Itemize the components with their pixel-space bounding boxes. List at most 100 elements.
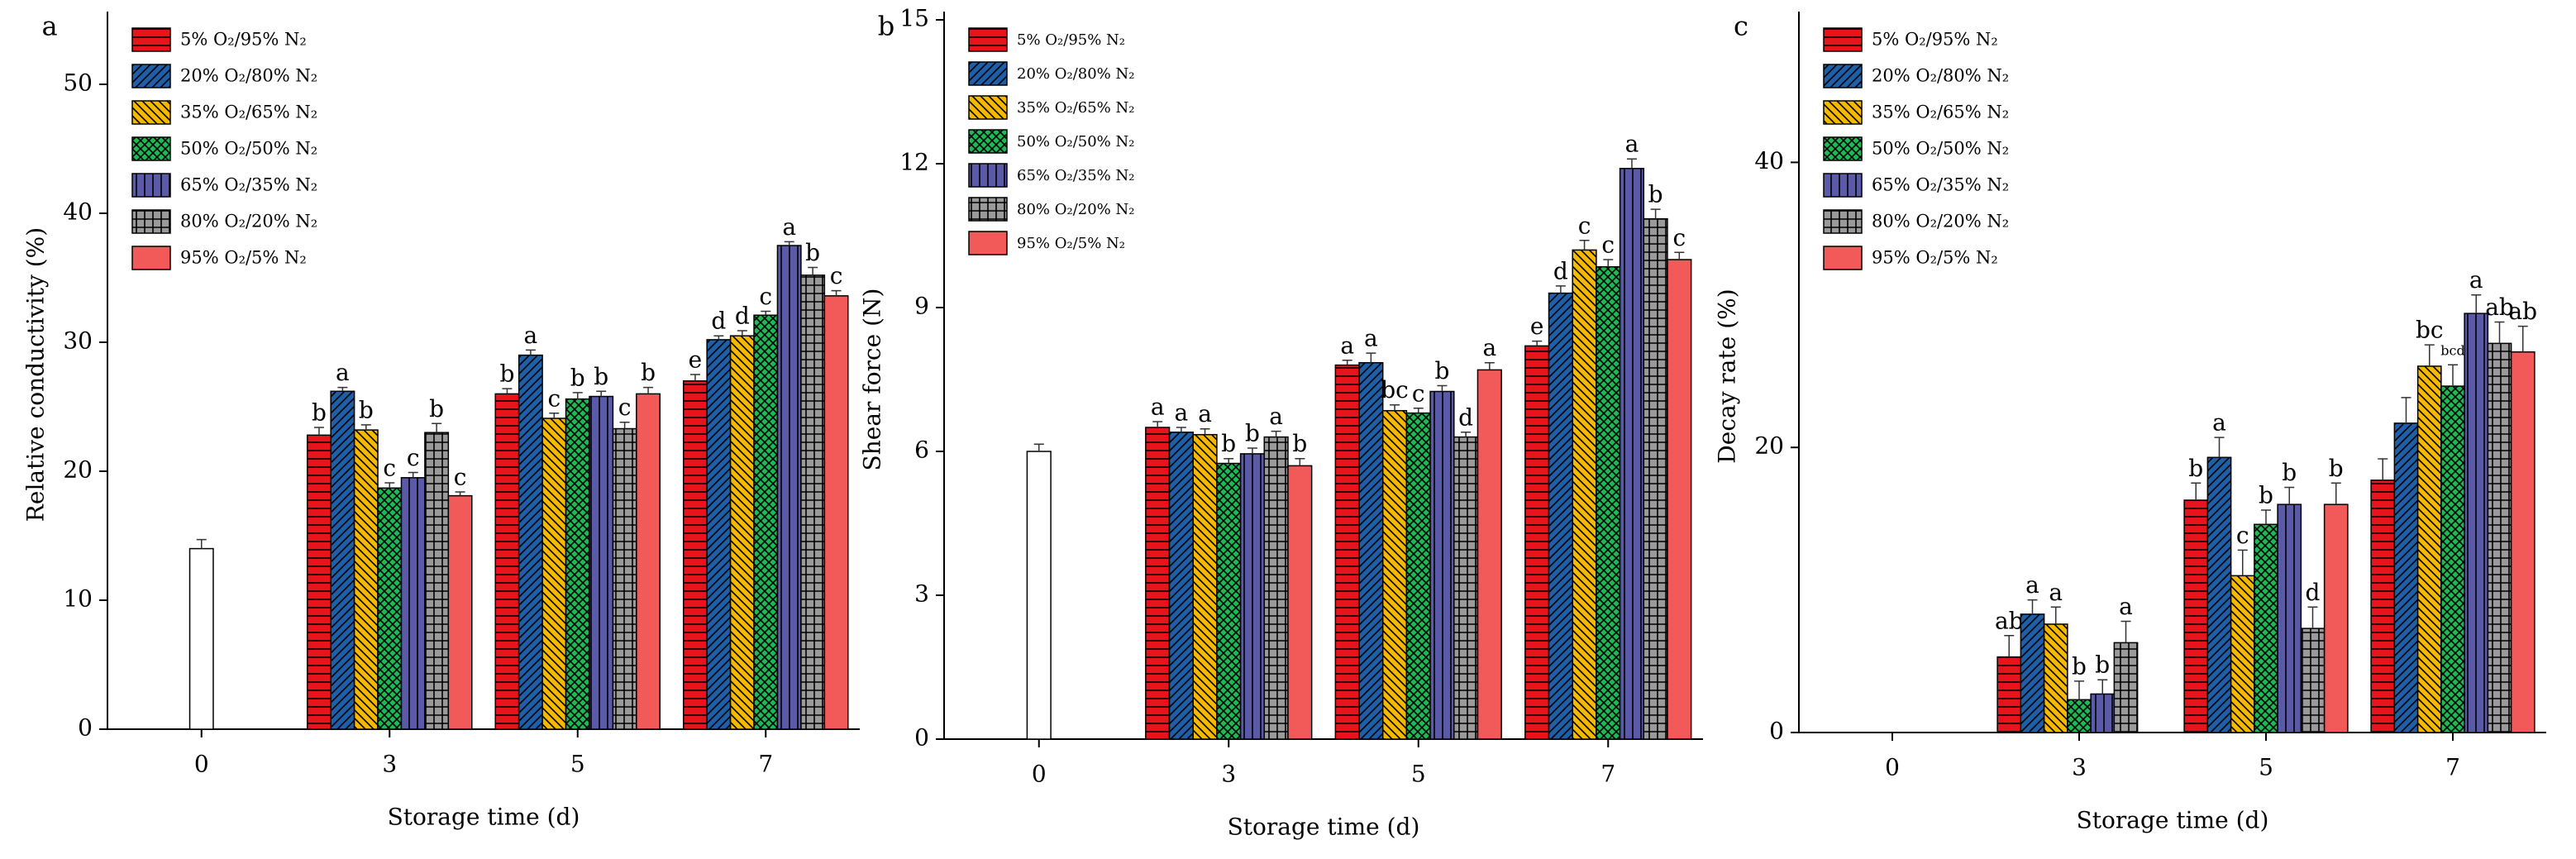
bar [2254,523,2278,733]
bar [1429,390,1455,740]
error-bar [2448,364,2458,387]
significance-letter: b [359,396,374,423]
bar [1453,436,1479,740]
bar [1168,432,1194,740]
error-bar [1390,403,1400,411]
bar [2020,613,2045,733]
significance-letter: a [336,359,350,386]
significance-letter: d [1458,403,1473,431]
legend-label: 5% O₂/95% N₂ [1017,31,1125,49]
error-bar [761,310,771,316]
legend-swatch [1823,136,1863,161]
legend-swatch [131,100,171,125]
error-bar [502,388,513,394]
legend-swatch [968,61,1008,86]
significance-letter: c [1672,224,1686,251]
legend-label: 20% O₂/80% N₂ [1872,66,2009,86]
panel-label: c [1734,11,1748,42]
y-axis-label: Decay rate (%) [1714,289,1741,463]
error-bar [1152,421,1163,427]
y-tick-label: 12 [899,149,929,176]
bar [636,393,661,730]
significance-letter: b [594,363,608,390]
error-bar [2284,486,2295,505]
error-bar [196,538,207,549]
legend-label: 35% O₂/65% N₂ [1017,99,1134,117]
bar [2043,623,2068,733]
error-bar [525,349,536,356]
bar [1287,465,1313,740]
significance-letter: b [641,359,656,386]
error-bar [408,471,418,478]
significance-letter: c [383,455,396,482]
y-axis-label: Relative conductivity (%) [22,227,50,522]
bar [2067,699,2092,733]
error-bar [2120,620,2131,643]
legend-swatch [1823,64,1863,88]
x-tick-label: 0 [194,751,209,778]
error-bar [1247,447,1257,454]
significance-letter: a [2212,409,2226,437]
legend-label: 80% O₂/20% N₂ [1017,201,1134,218]
significance-letter: b [499,360,514,388]
error-bar [432,422,442,433]
error-bar [619,421,630,429]
x-tick-label: 0 [1032,761,1047,788]
y-tick-label: 0 [78,714,93,742]
error-bar [784,241,794,246]
legend-swatch [968,129,1008,154]
error-bar [689,374,700,381]
error-bar [737,330,747,336]
significance-letter: c [1601,231,1615,259]
x-tick-label: 7 [1600,761,1615,788]
error-bar [596,390,607,397]
error-bar [2401,397,2411,423]
legend-label: 50% O₂/50% N₂ [1872,139,2009,159]
bar [2300,628,2326,733]
significance-letter: d [2306,579,2321,606]
significance-letter: a [1625,131,1639,158]
legend-label: 95% O₂/5% N₂ [1017,235,1125,252]
legend-label: 95% O₂/5% N₂ [180,248,307,268]
x-tick-label: 7 [2445,754,2460,781]
legend-label: 35% O₂/65% N₂ [180,103,317,122]
legend-swatch [968,197,1008,222]
bar [518,354,543,730]
bar [1263,436,1289,740]
error-bar [2378,458,2388,480]
legend-swatch [131,173,171,198]
significance-letter: c [407,444,420,471]
bar [1667,259,1692,740]
bar [612,427,637,730]
bar [188,547,214,730]
significance-letter: c [1412,379,1425,407]
error-bar [1295,457,1305,466]
panel-label: b [878,11,894,42]
bar [706,339,732,730]
bar [1192,433,1218,740]
bar [753,314,779,730]
significance-letter: a [2025,571,2039,599]
bar [2230,575,2255,733]
bar [447,494,473,730]
error-bar [2004,635,2015,657]
bar [2370,480,2396,733]
legend-swatch [1823,209,1863,234]
bar [2487,342,2512,733]
significance-letter: b [1292,430,1307,457]
bar [330,390,355,730]
legend-label: 65% O₂/35% N₂ [1872,175,2009,195]
y-tick-label: 15 [899,5,929,32]
error-bar [1366,352,1376,363]
error-bar [2191,482,2202,500]
significance-letter: b [1434,357,1449,384]
bar [1334,364,1360,740]
legend-swatch [131,136,171,161]
error-bar [1271,430,1281,437]
error-bar [2517,325,2528,352]
legend-label: 5% O₂/95% N₂ [180,30,307,50]
significance-letter: b [2259,482,2273,509]
significance-letter: d [735,302,750,329]
bar [2393,422,2419,733]
